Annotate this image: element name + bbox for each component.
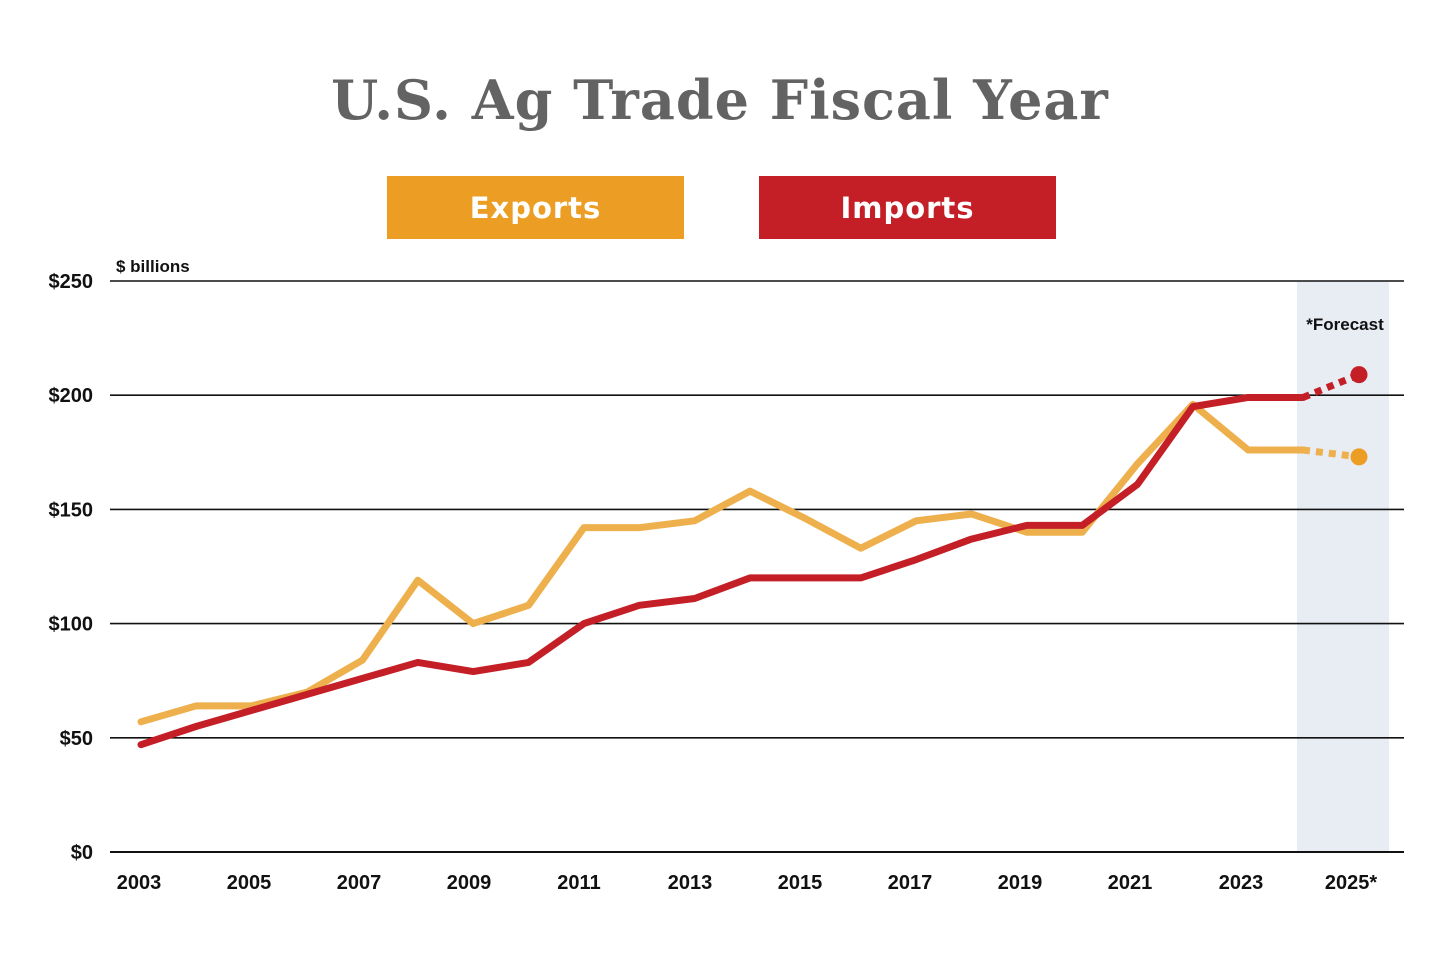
y-tick-label: $50 (60, 728, 93, 750)
series-layer (137, 366, 1368, 749)
series-line-exports (137, 400, 1252, 726)
legend-imports: Imports (759, 176, 1056, 239)
legend-exports: Exports (387, 176, 684, 239)
x-axis-ticks: 2003 2005 2007 2009 2011 2013 2015 2017 2019 2021… (117, 872, 1378, 894)
x-tick-label: 2017 (888, 872, 933, 894)
y-tick-label: $200 (49, 385, 94, 407)
gridlines (110, 280, 1404, 853)
x-tick-label: 2025* (1325, 872, 1377, 894)
x-tick-label: 2019 (998, 872, 1043, 894)
x-tick-label: 2015 (778, 872, 823, 894)
forecast-band (1297, 281, 1389, 852)
forecast-point-exports (1350, 448, 1368, 466)
series-imports (137, 366, 1368, 749)
series-exports (137, 400, 1368, 726)
series-line-imports (137, 393, 1252, 749)
x-tick-label: 2011 (557, 872, 600, 894)
forecast-note: *Forecast (1306, 315, 1384, 334)
unit-label: $ billions (116, 257, 190, 276)
x-tick-label: 2021 (1108, 872, 1153, 894)
y-tick-label: $250 (49, 271, 94, 293)
x-tick-label: 2009 (447, 872, 492, 894)
x-tick-label: 2005 (227, 872, 272, 894)
forecast-point-imports (1350, 366, 1368, 384)
legend-imports-label: Imports (840, 190, 975, 225)
series-forecast-imports (1301, 371, 1361, 401)
y-tick-label: $0 (71, 842, 93, 864)
series-forecast-exports (1302, 446, 1360, 461)
chart-title: U.S. Ag Trade Fiscal Year (331, 68, 1109, 132)
x-tick-label: 2007 (337, 872, 382, 894)
x-tick-label: 2023 (1219, 872, 1264, 894)
y-tick-label: $150 (49, 499, 94, 521)
y-axis-ticks: $0 $50 $100 $150 $200 $250 (49, 271, 94, 864)
x-tick-label: 2013 (668, 872, 713, 894)
legend-exports-label: Exports (469, 190, 602, 225)
x-tick-label: 2003 (117, 872, 162, 894)
y-tick-label: $100 (49, 614, 94, 636)
